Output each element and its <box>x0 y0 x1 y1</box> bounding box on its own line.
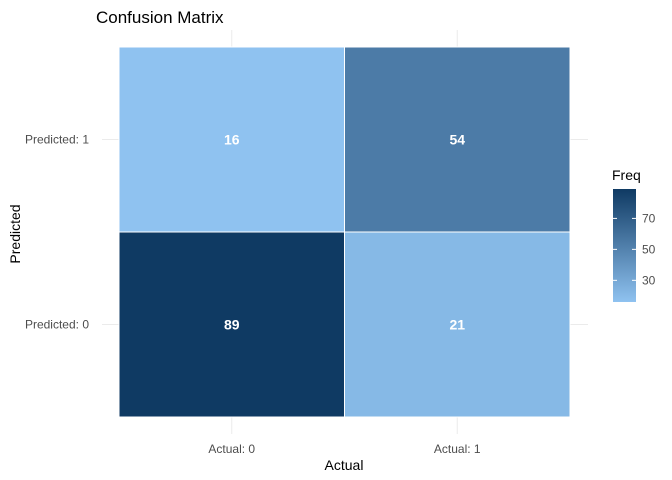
legend-tick-label: 50 <box>642 242 656 256</box>
y-tick-label: Predicted: 0 <box>25 318 89 332</box>
x-tick-label: Actual: 1 <box>434 442 481 456</box>
heatmap-cell <box>344 231 571 418</box>
x-tick-label: Actual: 0 <box>208 442 255 456</box>
legend-colorbar <box>613 189 636 302</box>
legend-tick-label: 70 <box>642 211 656 225</box>
y-tick-label: Predicted: 1 <box>25 133 89 147</box>
heatmap-cell <box>118 46 345 233</box>
heatmap-cell <box>118 231 345 418</box>
y-axis-title: Predicted <box>7 204 23 263</box>
cell-value-label: 89 <box>224 317 240 333</box>
legend-title: Freq <box>612 167 641 183</box>
cell-value-labels: 89 21 16 54 <box>224 132 465 333</box>
color-legend: Freq 30 50 70 <box>612 167 656 302</box>
y-axis-ticks: Predicted: 0 Predicted: 1 <box>25 133 89 332</box>
heatmap-cell <box>344 46 571 233</box>
x-axis-ticks: Actual: 0 Actual: 1 <box>208 442 481 456</box>
legend-tick-label: 30 <box>642 273 656 287</box>
cell-value-label: 21 <box>449 317 465 333</box>
x-axis-title: Actual <box>325 457 364 473</box>
heatmap-cells <box>118 46 571 418</box>
cell-value-label: 54 <box>449 132 465 148</box>
cell-value-label: 16 <box>224 132 240 148</box>
chart-title: Confusion Matrix <box>96 8 224 27</box>
